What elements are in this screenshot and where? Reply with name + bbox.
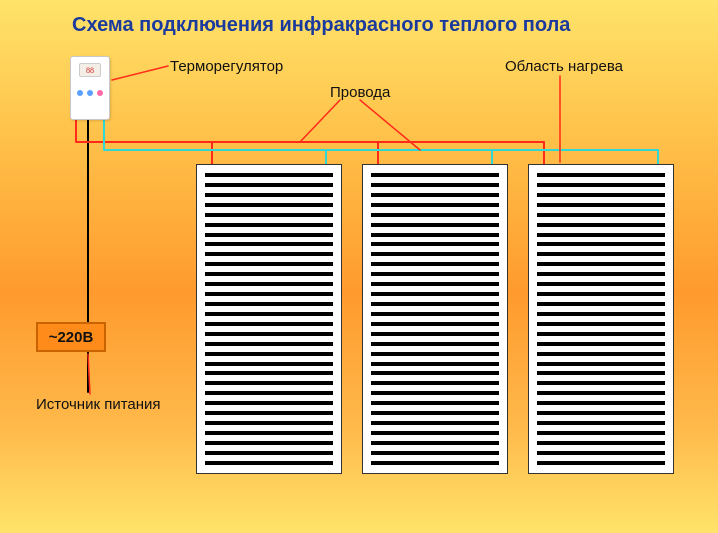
label-wires: Провода xyxy=(330,84,390,101)
heating-panel xyxy=(362,164,508,474)
voltage-badge: ~220В xyxy=(36,322,106,352)
diagram-stage: Схема подключения инфракрасного теплого … xyxy=(0,0,718,533)
heating-panel xyxy=(528,164,674,474)
thermostat-button-dot xyxy=(87,90,93,96)
thermostat-button-dot xyxy=(77,90,83,96)
diagram-title: Схема подключения инфракрасного теплого … xyxy=(72,14,570,37)
label-area: Область нагрева xyxy=(505,58,623,75)
voltage-text: ~220В xyxy=(49,329,94,346)
thermostat-buttons xyxy=(71,83,109,101)
heating-panel xyxy=(196,164,342,474)
thermostat-device: 88 xyxy=(70,56,110,120)
thermostat-button-dot xyxy=(97,90,103,96)
thermostat-display: 88 xyxy=(79,63,101,77)
label-thermoreg: Терморегулятор xyxy=(170,58,283,75)
label-source: Источник питания xyxy=(36,396,161,413)
